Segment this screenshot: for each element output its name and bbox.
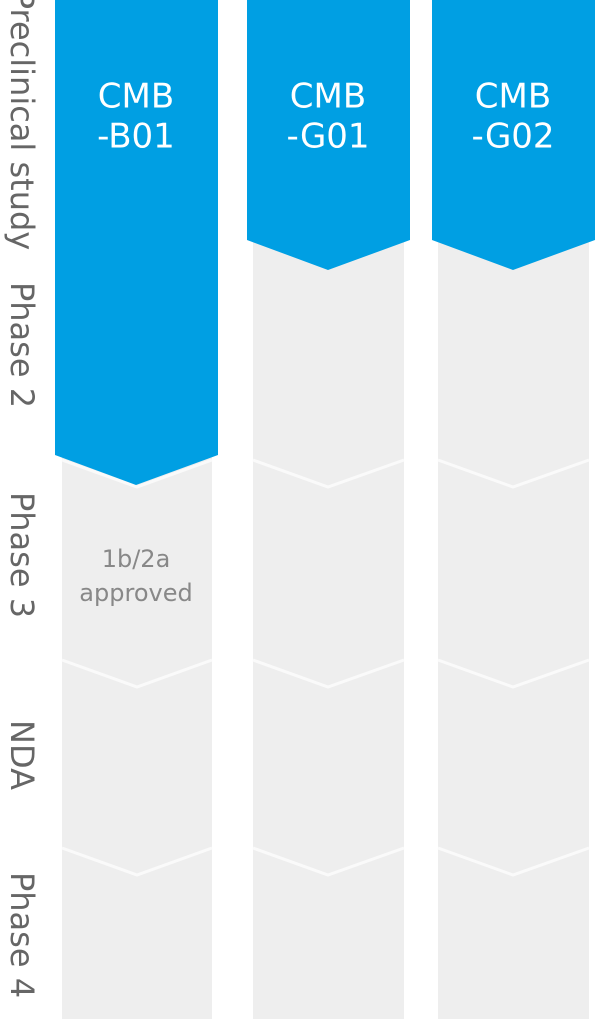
dividers bbox=[61, 458, 590, 877]
divider bbox=[252, 658, 405, 689]
stage-label: Preclinical study bbox=[3, 0, 41, 250]
divider bbox=[437, 458, 590, 489]
divider bbox=[61, 658, 213, 689]
program-name: -G01 bbox=[286, 117, 369, 157]
divider bbox=[437, 658, 590, 689]
program-name: CMB bbox=[475, 77, 551, 117]
stage-label: Phase 3 bbox=[3, 492, 41, 618]
program-name: CMB bbox=[98, 77, 174, 117]
divider bbox=[252, 846, 405, 877]
divider bbox=[61, 458, 213, 489]
stage-label: Phase 2 bbox=[3, 282, 41, 408]
program-name: CMB bbox=[290, 77, 366, 117]
divider bbox=[437, 846, 590, 877]
progress-bar bbox=[432, 0, 595, 270]
stage-label: NDA bbox=[3, 720, 41, 790]
program-note: approved bbox=[79, 579, 192, 607]
program-note: 1b/2a bbox=[102, 545, 171, 573]
program-name: -G02 bbox=[471, 117, 554, 157]
stage-label: Phase 4 bbox=[3, 872, 41, 998]
program-name: -B01 bbox=[97, 117, 175, 157]
progress-bar bbox=[55, 0, 218, 485]
divider bbox=[252, 458, 405, 489]
progress-bar bbox=[247, 0, 410, 270]
progress bbox=[55, 0, 595, 485]
divider bbox=[61, 846, 213, 877]
